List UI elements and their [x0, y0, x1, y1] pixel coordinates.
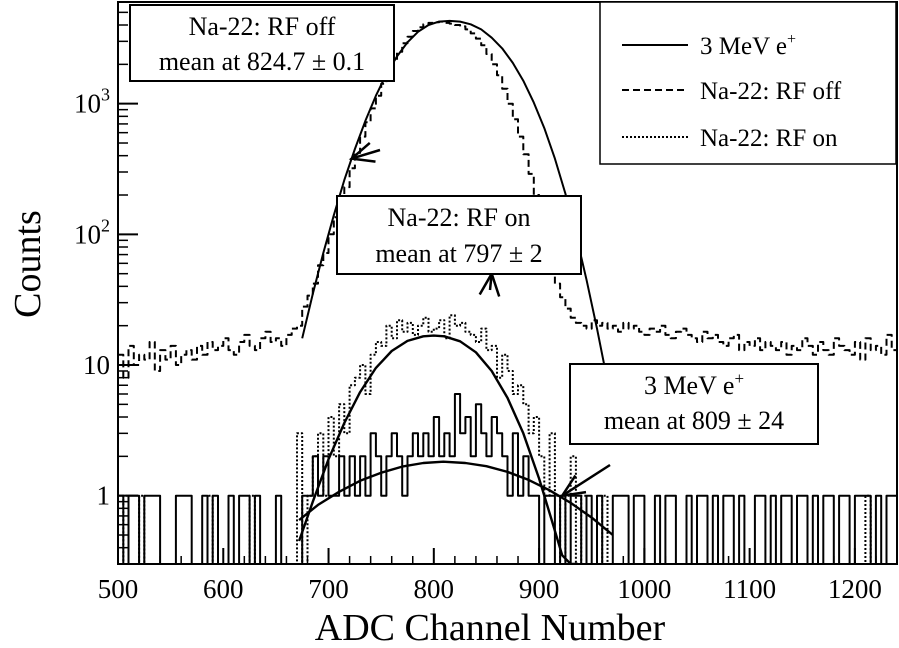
x-tick-label: 1000	[617, 574, 671, 604]
annotation-arrowhead	[559, 474, 587, 498]
y-tick-label: 10	[83, 350, 110, 380]
annotation-box	[336, 195, 582, 275]
annotation-text: Na-22: RF off	[189, 12, 336, 41]
x-tick-label: 500	[98, 574, 139, 604]
y-tick-label: 102	[74, 215, 110, 249]
legend: 3 MeV e+ Na-22: RF off Na-22: RF on	[599, 1, 897, 165]
annotations: Na-22: RF off mean at 824.7 ± 0.1 Na-22: R…	[129, 4, 819, 498]
annotation-box	[129, 4, 395, 82]
legend-label: 3 MeV e+	[700, 31, 796, 60]
x-tick-label: 800	[414, 574, 455, 604]
annotation-box	[569, 363, 819, 445]
annotation-arrowhead	[348, 141, 376, 163]
series-curve-3	[301, 19, 619, 440]
annotation-text: Na-22: RF on	[388, 203, 531, 232]
y-tick-label: 103	[74, 85, 110, 119]
legend-label: Na-22: RF on	[700, 125, 838, 152]
y-tick-label: 1	[97, 481, 111, 511]
x-tick-label: 600	[203, 574, 244, 604]
annotation-text: 3 MeV e+	[644, 369, 744, 400]
annotation-arrow	[561, 463, 611, 497]
x-tick-label: 1100	[723, 574, 776, 604]
series-hist-0	[118, 20, 897, 379]
y-axis-title: Counts	[7, 210, 49, 318]
series-hist-2	[118, 393, 897, 564]
x-tick-label: 700	[308, 574, 349, 604]
legend-label: Na-22: RF off	[700, 78, 842, 105]
x-axis-title: ADC Channel Number	[315, 607, 666, 648]
x-tick-label: 1200	[828, 574, 882, 604]
annotation-text: mean at 797 ± 2	[375, 239, 542, 268]
annotation-text: mean at 824.7 ± 0.1	[159, 47, 365, 76]
x-tick-label: 900	[519, 574, 560, 604]
series-curve-4	[297, 334, 578, 564]
annotation-arrow	[351, 148, 381, 160]
plot-frame	[117, 1, 898, 565]
annotation-text: mean at 809 ± 24	[604, 406, 784, 435]
axes-layer: 500 600 700 800 900 1000 1100 1200 1 10 102 103	[74, 1, 898, 604]
